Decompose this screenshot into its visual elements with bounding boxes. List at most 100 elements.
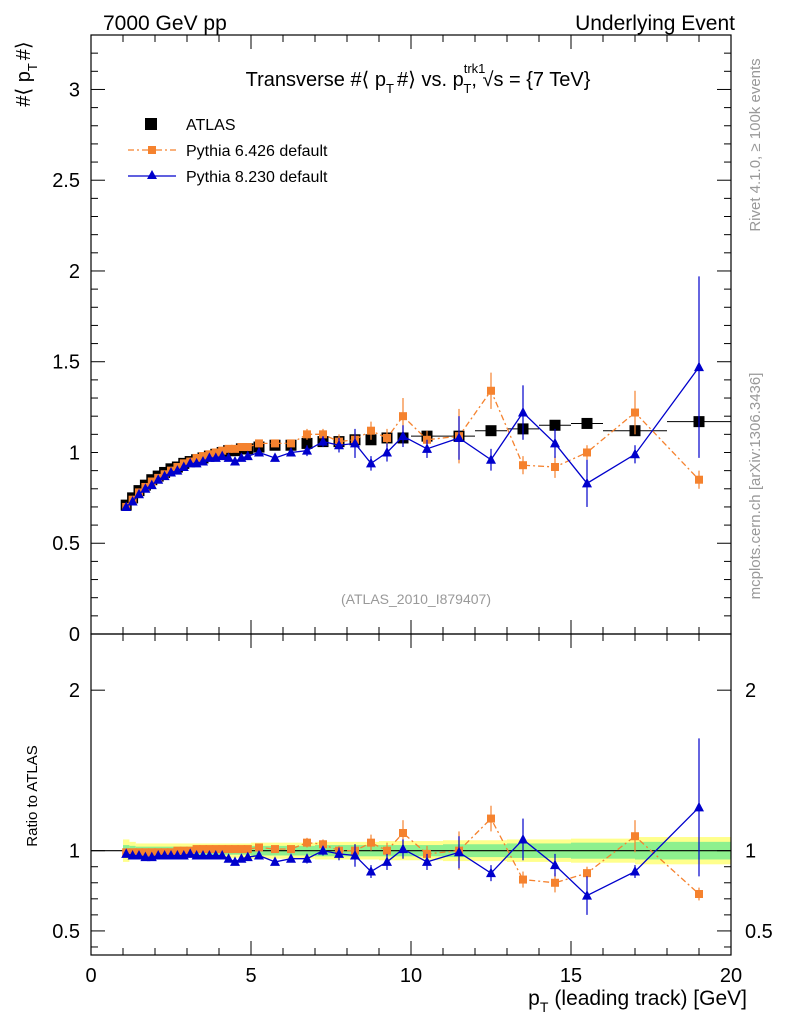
pythia8-ratio-marker — [398, 843, 408, 854]
pythia8-ratio-marker — [454, 846, 464, 857]
pythia8-main-marker — [334, 439, 344, 450]
x-tick-label: 10 — [400, 965, 422, 987]
pythia8-ratio-marker — [518, 833, 528, 844]
pythia8-main-marker — [422, 443, 432, 453]
pythia6-main-marker — [237, 443, 246, 452]
pythia8-ratio-marker — [286, 853, 296, 863]
pythia8-main-marker — [518, 407, 528, 417]
x-tick-label: 20 — [720, 965, 742, 987]
pythia8-ratio-marker — [153, 849, 164, 860]
pythia6-ratio-marker — [237, 845, 246, 854]
ratio-frame — [90, 633, 732, 956]
pythia6-ratio-marker — [695, 890, 703, 899]
pythia8-ratio-marker — [172, 849, 183, 860]
pythia8-ratio-marker — [210, 849, 221, 860]
pythia8-main-marker — [230, 456, 240, 466]
pythia6-ratio-marker — [211, 845, 220, 854]
pythia8-main-marker — [350, 437, 360, 448]
pythia6-ratio-marker — [271, 845, 279, 854]
pythia8-main-marker — [185, 457, 196, 468]
pythia8-main-marker — [134, 488, 144, 499]
pythia8-ratio-marker — [382, 856, 392, 866]
pythia8-ratio-marker — [204, 849, 215, 860]
pythia6-main-marker — [255, 439, 263, 448]
pythia8-ratio-marker — [366, 866, 376, 876]
pythia8-ratio-marker — [191, 849, 202, 860]
pythia6-main-marker — [695, 475, 703, 484]
pythia6-main-marker — [243, 443, 252, 452]
pythia8-main-marker — [286, 446, 296, 457]
main-y-axis-label: #⟨ pT#⟩ — [13, 41, 40, 107]
pythia6-ratio-marker — [192, 845, 201, 854]
y-tick-label: 0.5 — [52, 533, 80, 555]
pythia8-ratio-marker — [166, 849, 176, 860]
pythia8-ratio-marker — [121, 848, 132, 858]
pythia6-ratio-marker — [519, 875, 527, 884]
pythia8-main-marker — [630, 448, 640, 459]
pythia6-ratio-marker — [631, 832, 639, 841]
pythia6-ratio-marker — [583, 869, 591, 878]
pythia8-ratio-marker — [185, 848, 196, 858]
y-tick-label: 0 — [69, 624, 80, 646]
ratio-series-layer — [121, 738, 704, 915]
pythia6-main-marker — [271, 439, 279, 448]
y-tick-label: 2 — [69, 261, 80, 283]
pythia8-ratio-marker — [159, 849, 170, 860]
pythia8-main-marker — [454, 432, 464, 442]
pythia6-ratio-marker — [551, 878, 559, 887]
pythia8-ratio-marker — [198, 849, 208, 860]
pythia8-main-marker — [694, 361, 704, 372]
pythia8-main-marker — [254, 446, 264, 457]
pythia8-main-marker — [398, 430, 408, 441]
pythia6-ratio-marker — [303, 838, 311, 847]
pythia8-main-marker — [366, 457, 376, 468]
pythia8-main-marker — [582, 477, 592, 488]
pythia8-main-marker — [217, 450, 228, 461]
pythia8-ratio-marker — [217, 849, 228, 860]
pythia8-main-marker — [198, 456, 208, 466]
pythia6-main-marker — [519, 461, 527, 470]
pythia6-main-marker — [367, 426, 375, 435]
mcplots-label: mcplots.cern.ch [arXiv:1306.3436] — [747, 373, 764, 600]
pythia6-ratio-line — [126, 817, 700, 895]
header-right: Underlying Event — [575, 12, 735, 35]
legend-pythia8-marker — [147, 170, 157, 179]
pythia8-main-marker — [382, 446, 392, 457]
y-tick-label: 1 — [69, 442, 80, 464]
pythia8-main-line — [125, 366, 700, 508]
pythia8-ratio-marker — [350, 849, 360, 860]
pythia6-main-marker — [224, 444, 233, 453]
pythia8-ratio-marker — [230, 856, 240, 866]
pythia8-ratio-marker — [486, 867, 496, 878]
pythia8-ratio-marker — [694, 801, 704, 812]
legend-atlas-label: ATLAS — [186, 117, 236, 134]
pythia8-ratio-marker — [140, 851, 151, 862]
analysis-id: (ATLAS_2010_I879407) — [341, 591, 491, 607]
pythia6-ratio-marker — [205, 845, 214, 854]
x-tick-label: 5 — [245, 965, 256, 987]
atlas-marker — [301, 437, 313, 449]
pythia6-main-marker — [383, 433, 391, 442]
pythia8-main-marker — [270, 452, 280, 462]
pythia6-main-marker — [487, 386, 495, 395]
pythia6-ratio-marker — [287, 845, 295, 854]
pythia6-ratio-marker — [367, 838, 375, 847]
x-tick-label: 0 — [85, 965, 96, 987]
pythia8-main-marker — [153, 474, 164, 484]
pythia8-ratio-marker — [242, 851, 253, 862]
pythia8-main-marker — [204, 452, 215, 462]
ratio-y-tick-label-right: 1 — [745, 841, 756, 863]
pythia6-ratio-marker — [399, 829, 407, 838]
pythia8-ratio-marker — [582, 890, 592, 900]
pythia8-main-marker — [550, 437, 560, 448]
ratio-y-tick-label: 0.5 — [52, 921, 80, 943]
pythia6-ratio-marker — [231, 845, 239, 854]
axis-ticks — [90, 34, 732, 955]
pythia8-main-marker — [146, 479, 157, 490]
y-tick-label: 2.5 — [52, 170, 80, 192]
pythia8-main-marker — [172, 465, 183, 475]
ratio-y-tick-label-right: 0.5 — [745, 921, 773, 943]
legend-pythia8-label: Pythia 8.230 default — [186, 169, 328, 186]
pythia6-ratio-marker — [255, 843, 263, 852]
